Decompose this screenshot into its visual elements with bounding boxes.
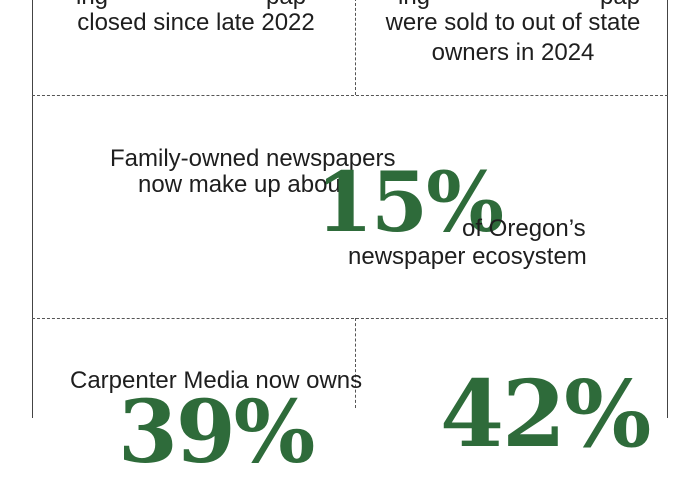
top-right-cut-line-b: pap <box>600 0 640 12</box>
lower-horizontal-divider <box>32 318 668 319</box>
upper-horizontal-divider <box>32 95 668 96</box>
bottom-right-stat: 42% <box>440 360 651 468</box>
middle-line-make-up: now make up about <box>138 171 348 198</box>
family-owned-stat: 15% <box>316 155 504 251</box>
middle-line-family: Family-owned newspapers <box>110 145 396 172</box>
bottom-left-line-carpenter: Carpenter Media now owns <box>70 367 363 394</box>
top-vertical-divider <box>355 0 356 95</box>
middle-line-ecosystem: newspaper ecosystem <box>348 243 587 270</box>
carpenter-stat: 39% <box>118 382 315 483</box>
top-left-cut-line-a: ing <box>76 0 108 12</box>
middle-line-oregon: of Oregon’s <box>462 215 586 242</box>
infographic-frame <box>32 0 668 418</box>
top-right-line-owners: owners in 2024 <box>431 39 595 66</box>
top-right-cut-line-a: ing <box>398 0 430 12</box>
top-left-cut-line-b: pap <box>266 0 306 12</box>
bottom-vertical-divider <box>355 318 356 408</box>
top-right-line-sold: were sold to out of state <box>385 9 641 36</box>
top-left-line-closed: closed since late 2022 <box>77 9 315 36</box>
